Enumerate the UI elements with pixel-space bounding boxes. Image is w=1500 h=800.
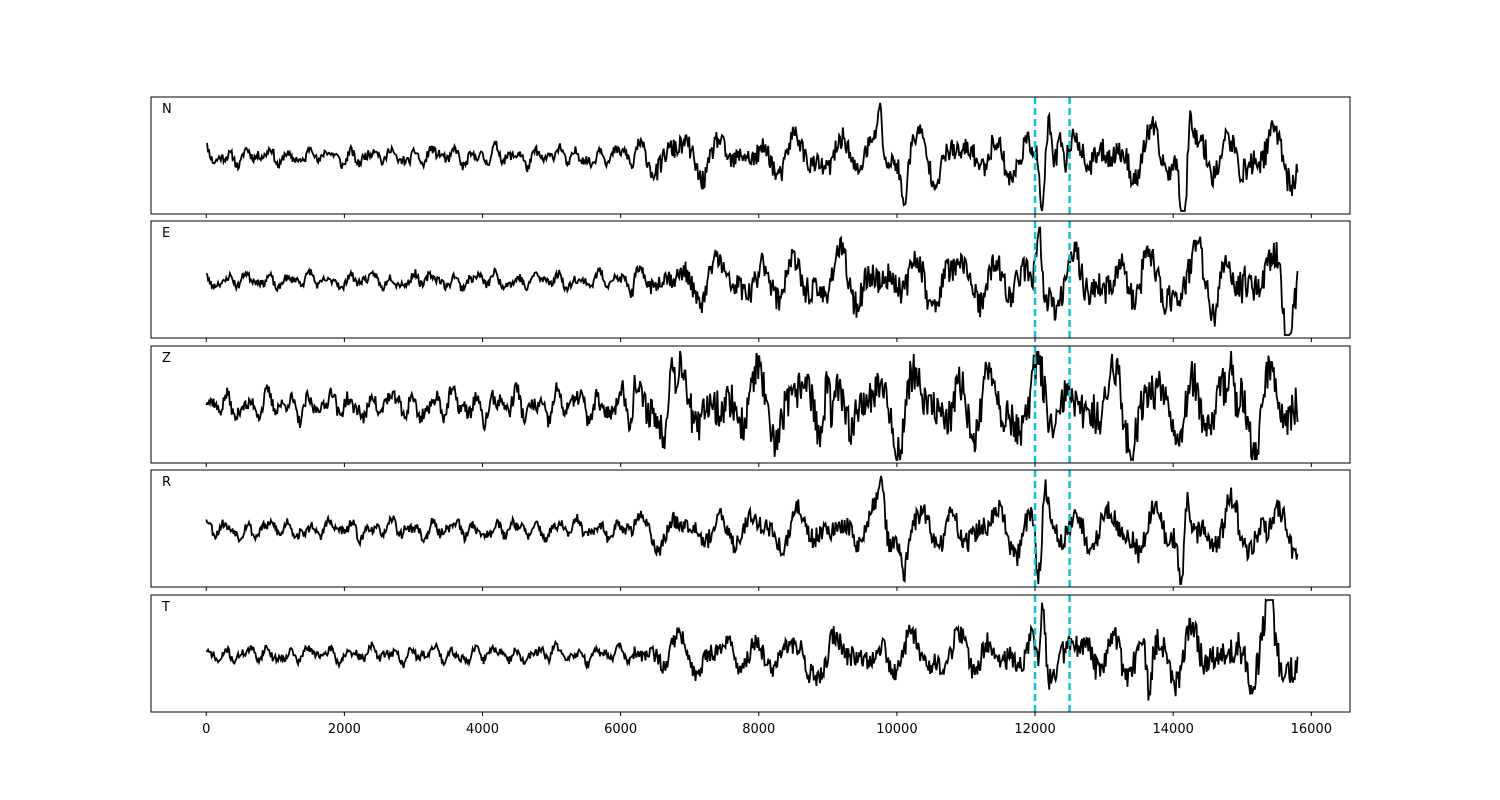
x-tick-label: 2000 xyxy=(328,722,361,737)
x-tick-label: 6000 xyxy=(604,722,637,737)
trace-panel-n: N xyxy=(150,96,1351,218)
x-tick-label: 12000 xyxy=(1014,722,1055,737)
trace-panel-e: E xyxy=(150,220,1351,342)
x-tick-label: 10000 xyxy=(876,722,917,737)
panel-frame xyxy=(150,220,1351,339)
panel-label: Z xyxy=(162,351,171,366)
x-tick-label: 14000 xyxy=(1153,722,1194,737)
panel-frame xyxy=(150,469,1351,588)
panel-frame xyxy=(150,594,1351,713)
x-tick-label: 4000 xyxy=(466,722,499,737)
waveform-r xyxy=(205,475,1299,585)
waveform-t xyxy=(205,597,1299,701)
panel-label: N xyxy=(162,102,172,117)
waveform-n xyxy=(205,102,1299,212)
panel-label: T xyxy=(161,600,170,615)
trace-panel-t: T xyxy=(150,594,1351,716)
panel-frame xyxy=(150,96,1351,215)
x-axis: 0 2000 4000 6000 8000 10000 12000 14000 16000 xyxy=(202,722,1332,737)
panel-frame xyxy=(150,345,1351,464)
x-tick-label: 8000 xyxy=(742,722,775,737)
waveform-z xyxy=(205,350,1299,462)
panel-label: E xyxy=(162,226,170,241)
panel-label: R xyxy=(162,475,171,490)
panels: N E Z R T xyxy=(150,96,1351,716)
trace-panel-z: Z xyxy=(150,345,1351,467)
waveform-e xyxy=(205,226,1299,336)
trace-panel-r: R xyxy=(150,469,1351,591)
x-tick-label: 0 xyxy=(202,722,210,737)
x-tick-label: 16000 xyxy=(1291,722,1332,737)
